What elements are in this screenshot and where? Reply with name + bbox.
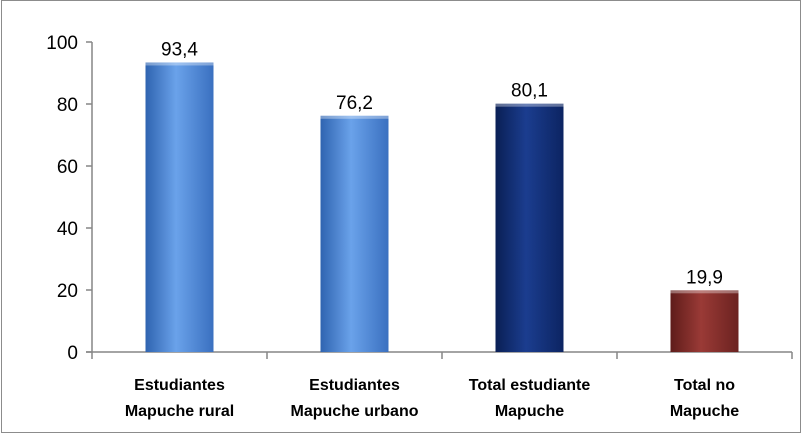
data-label-4: 19,9 [686, 267, 723, 288]
bar-2 [320, 115, 389, 352]
category-label: Estudiantes [309, 377, 400, 394]
category-label: Total no [674, 377, 735, 394]
category-label: Total estudiante [469, 377, 591, 394]
bar-3 [495, 103, 564, 352]
y-tick-label: 0 [67, 343, 78, 364]
data-label-2: 76,2 [336, 93, 373, 114]
y-tick-label: 60 [57, 157, 78, 178]
category-label: Mapuche [670, 403, 739, 420]
category-label: Mapuche [495, 403, 564, 420]
category-label: Mapuche urbano [290, 403, 418, 420]
data-label-1: 93,4 [161, 39, 198, 60]
category-label: Estudiantes [134, 377, 225, 394]
y-tick-label: 100 [46, 33, 78, 54]
y-tick-label: 20 [57, 281, 78, 302]
data-label-3: 80,1 [511, 81, 548, 102]
bar-highlight [320, 115, 389, 119]
bar-highlight [670, 290, 739, 294]
bar-1 [145, 62, 214, 353]
y-tick-label: 80 [57, 95, 78, 116]
bar-highlight [495, 103, 564, 107]
y-tick-label: 40 [57, 219, 78, 240]
bar-highlight [145, 62, 214, 66]
bar-4 [670, 290, 739, 352]
category-label: Mapuche rural [125, 403, 234, 420]
